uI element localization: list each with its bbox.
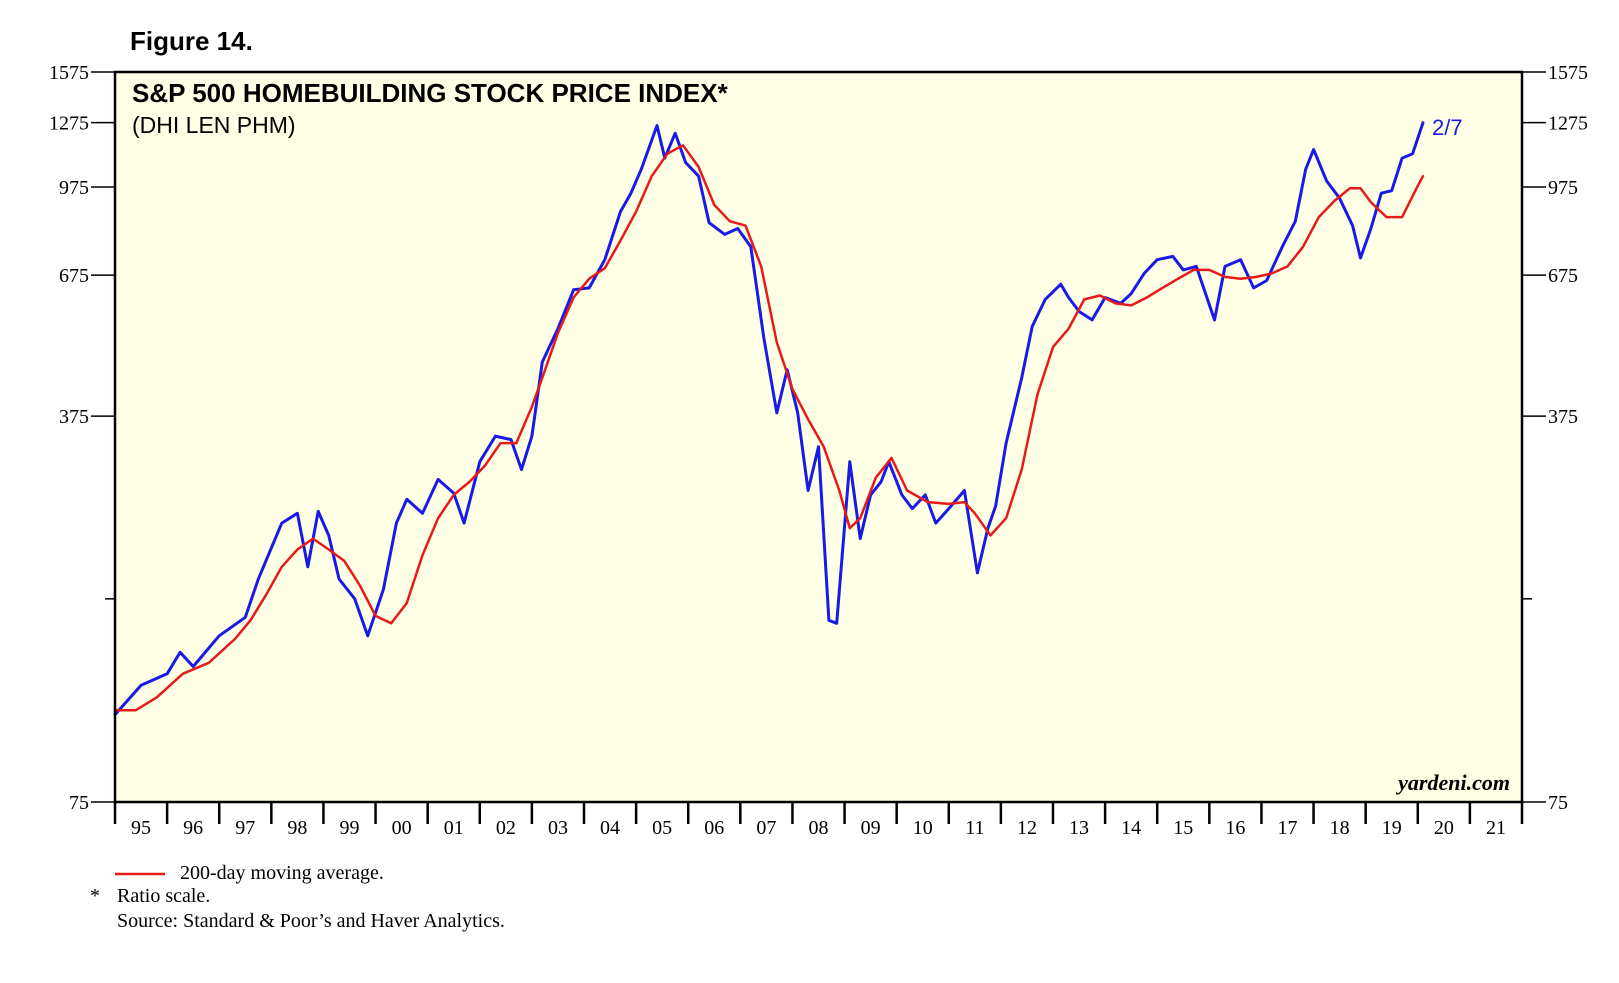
x-tick-label: 11 [965, 817, 984, 839]
end-date-label: 2/7 [1432, 115, 1463, 140]
x-tick-label: 21 [1486, 817, 1506, 839]
y-tick-label-left: 675 [59, 265, 89, 287]
x-tick-label: 12 [1017, 817, 1037, 839]
x-tick-label: 03 [548, 817, 568, 839]
plot-frame [113, 70, 1524, 804]
x-tick-label: 15 [1173, 817, 1193, 839]
x-tick-label: 98 [287, 817, 307, 839]
footnote-ratio-scale: Ratio scale. [117, 885, 211, 907]
x-tick-label: 18 [1330, 817, 1350, 839]
x-tick-label: 07 [756, 817, 776, 839]
y-tick-label-right: 975 [1548, 177, 1578, 199]
figure-label: Figure 14. [130, 26, 253, 56]
x-tick-label: 08 [809, 817, 829, 839]
series-line-moving-average [113, 144, 1425, 712]
footnote-source: Source: Standard & Poor’s and Haver Anal… [117, 910, 505, 932]
x-tick-label: 01 [444, 817, 464, 839]
x-tick-label: 04 [600, 817, 620, 839]
x-tick-label: 02 [496, 817, 516, 839]
legend-label-moving-average: 200-day moving average. [180, 862, 384, 884]
y-tick-label-left: 1575 [49, 62, 89, 84]
x-tick-label: 00 [392, 817, 412, 839]
x-tick-label: 10 [913, 817, 933, 839]
x-tick-label: 17 [1278, 817, 1298, 839]
y-tick-label-left: 975 [59, 177, 89, 199]
y-tick-label-left: 75 [69, 792, 89, 814]
footnote-asterisk: * [90, 885, 100, 907]
y-tick-label-right: 1575 [1548, 62, 1588, 84]
y-tick-label-right: 675 [1548, 265, 1578, 287]
x-tick-label: 14 [1121, 817, 1141, 839]
axes: 75 75 375 375 675 675 975 975 1275 1275 1575 1575 95… [49, 62, 1588, 839]
x-tick-label: 19 [1382, 817, 1402, 839]
credit-label: yardeni.com [1395, 770, 1510, 795]
y-tick-label-right: 75 [1548, 792, 1568, 814]
y-tick-label-right: 1275 [1548, 113, 1588, 135]
chart-title: S&P 500 HOMEBUILDING STOCK PRICE INDEX* [132, 78, 729, 108]
chart-subtitle: (DHI LEN PHM) [132, 112, 296, 138]
y-tick-label-left: 375 [59, 406, 89, 428]
y-tick-label-left: 1275 [49, 113, 89, 135]
x-tick-label: 96 [183, 817, 203, 839]
x-tick-label: 13 [1069, 817, 1089, 839]
series-line-index [113, 121, 1425, 717]
x-tick-label: 16 [1225, 817, 1245, 839]
x-tick-label: 95 [131, 817, 151, 839]
x-tick-label: 99 [340, 817, 360, 839]
x-tick-label: 06 [704, 817, 724, 839]
x-tick-label: 09 [861, 817, 881, 839]
x-tick-label: 20 [1434, 817, 1454, 839]
series-lines [113, 121, 1425, 717]
y-tick-label-right: 375 [1548, 406, 1578, 428]
x-tick-label: 97 [235, 817, 255, 839]
x-tick-label: 05 [652, 817, 672, 839]
